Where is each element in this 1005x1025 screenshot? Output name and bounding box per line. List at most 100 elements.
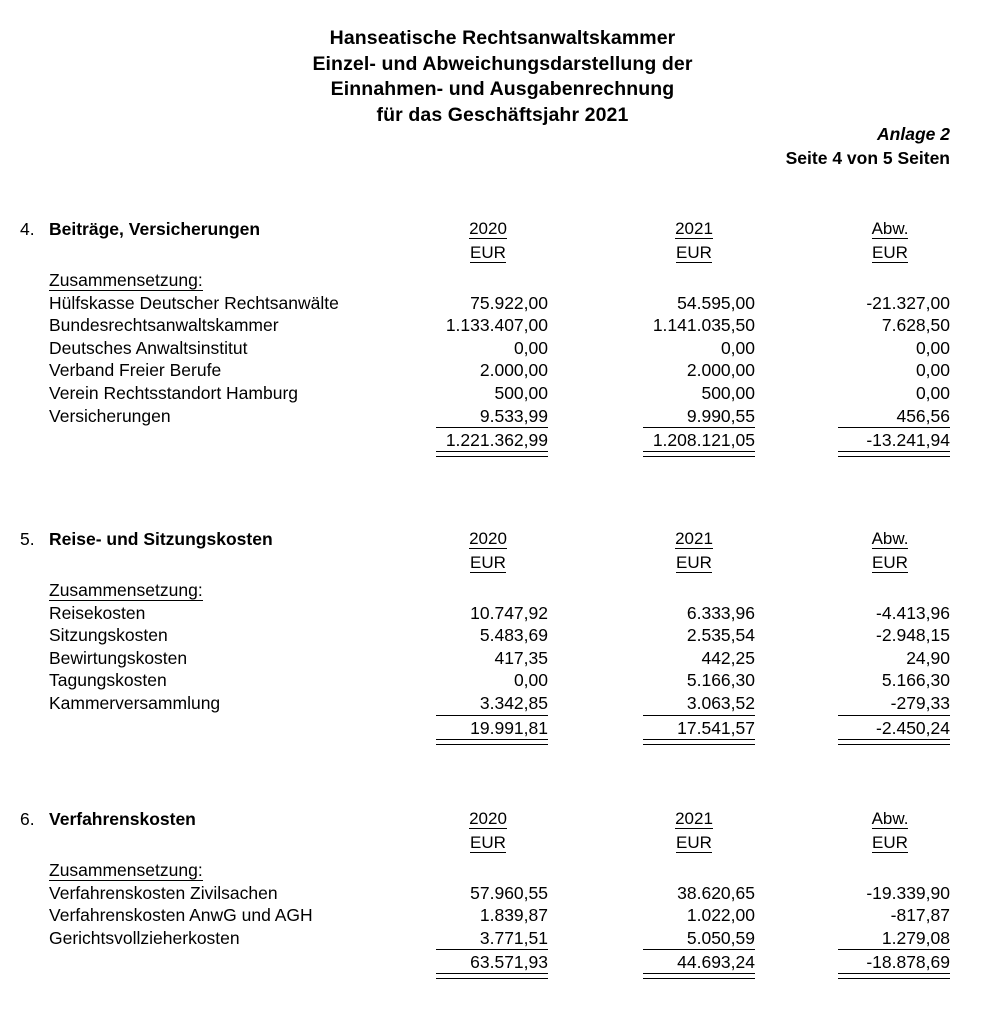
page-label: Seite 4 von 5 Seiten bbox=[785, 148, 950, 168]
column-header-2020: 2020 bbox=[469, 529, 507, 549]
total-abw: -13.241,94 bbox=[838, 427, 950, 451]
row-value-2020: 75.922,00 bbox=[470, 292, 548, 313]
column-header-2020: 2020 bbox=[469, 219, 507, 239]
row-value-2020: 1.133.407,00 bbox=[445, 315, 548, 336]
section-items: Verfahrenskosten Zivilsachen 57.960,55 3… bbox=[0, 882, 1005, 980]
column-header-abw: Abw. bbox=[871, 219, 909, 239]
total-2020: 63.571,93 bbox=[436, 949, 548, 973]
section-reise-sitzungskosten: 5. Reise- und Sitzungskosten 2020 2021 A… bbox=[0, 528, 1005, 745]
column-header-2021: 2021 bbox=[675, 809, 713, 829]
title-line-1: Hanseatische Rechtsanwaltskammer bbox=[329, 27, 676, 49]
section-items: Reisekosten 10.747,92 6.333,96 -4.413,96… bbox=[0, 602, 1005, 745]
column-header-2020: 2020 bbox=[469, 809, 507, 829]
row-label: Verfahrenskosten AnwG und AGH bbox=[49, 905, 313, 926]
row-label: Versicherungen bbox=[49, 405, 171, 426]
row-value-2021: 1.141.035,50 bbox=[652, 315, 755, 336]
row-value-abw: -817,87 bbox=[890, 905, 950, 926]
section-items: Hülfskasse Deutscher Rechtsanwälte 75.92… bbox=[0, 292, 1005, 458]
total-2020: 1.221.362,99 bbox=[436, 427, 548, 451]
table-row: Hülfskasse Deutscher Rechtsanwälte 75.92… bbox=[0, 292, 1005, 315]
total-abw: -18.878,69 bbox=[838, 949, 950, 973]
total-double-rule-row bbox=[0, 738, 1005, 745]
row-label: Reisekosten bbox=[49, 602, 146, 623]
currency-header-row: EUR EUR EUR bbox=[0, 832, 1005, 859]
row-value-2020: 9.533,99 bbox=[479, 405, 548, 426]
row-value-2021: 54.595,00 bbox=[677, 292, 755, 313]
table-row: Deutsches Anwaltsinstitut 0,00 0,00 0,00 bbox=[0, 337, 1005, 360]
row-label: Verband Freier Berufe bbox=[49, 360, 222, 381]
row-label: Tagungskosten bbox=[49, 670, 167, 691]
row-value-2020: 0,00 bbox=[513, 337, 548, 358]
currency-header-abw: EUR bbox=[872, 553, 908, 573]
row-value-abw: 0,00 bbox=[915, 382, 950, 403]
row-value-2020: 10.747,92 bbox=[470, 602, 548, 623]
total-row: 63.571,93 44.693,24 -18.878,69 bbox=[0, 949, 1005, 973]
table-row: Versicherungen 9.533,99 9.990,55 456,56 bbox=[0, 405, 1005, 428]
row-value-2020: 3.771,51 bbox=[479, 927, 548, 948]
table-row: Kammerversammlung 3.342,85 3.063,52 -279… bbox=[0, 692, 1005, 715]
column-header-abw: Abw. bbox=[871, 809, 909, 829]
row-value-2021: 2.000,00 bbox=[686, 360, 755, 381]
row-value-abw: 456,56 bbox=[896, 405, 950, 426]
row-label: Hülfskasse Deutscher Rechtsanwälte bbox=[49, 292, 339, 313]
row-value-abw: 5.166,30 bbox=[881, 670, 950, 691]
row-value-abw: 7.628,50 bbox=[881, 315, 950, 336]
table-row: Verband Freier Berufe 2.000,00 2.000,00 … bbox=[0, 359, 1005, 382]
row-value-2020: 5.483,69 bbox=[479, 625, 548, 646]
row-label: Bundesrechtsanwaltskammer bbox=[49, 315, 279, 336]
row-value-2021: 6.333,96 bbox=[686, 602, 755, 623]
row-value-abw: 24,90 bbox=[906, 647, 950, 668]
double-rule-2020 bbox=[436, 973, 548, 980]
row-label: Verein Rechtsstandort Hamburg bbox=[49, 382, 299, 403]
row-value-2020: 3.342,85 bbox=[479, 692, 548, 713]
composition-row: Zusammensetzung: bbox=[0, 859, 1005, 882]
total-row: 19.991,81 17.541,57 -2.450,24 bbox=[0, 714, 1005, 739]
row-value-2020: 0,00 bbox=[513, 670, 548, 691]
page-title: Hanseatische Rechtsanwaltskammer Einzel-… bbox=[0, 26, 1005, 128]
row-value-2021: 1.022,00 bbox=[686, 905, 755, 926]
total-2021: 17.541,57 bbox=[643, 714, 755, 739]
row-value-abw: -21.327,00 bbox=[866, 292, 950, 313]
double-rule-abw bbox=[838, 973, 950, 980]
section-header-row: 5. Reise- und Sitzungskosten 2020 2021 A… bbox=[0, 528, 1005, 552]
row-value-2021: 3.063,52 bbox=[686, 692, 755, 713]
row-label: Gerichtsvollzieherkosten bbox=[49, 927, 240, 948]
row-label: Kammerversammlung bbox=[49, 692, 221, 713]
total-abw: -2.450,24 bbox=[838, 714, 950, 739]
row-value-abw: 0,00 bbox=[915, 337, 950, 358]
double-rule-abw bbox=[838, 738, 950, 745]
section-title: Verfahrenskosten bbox=[49, 809, 196, 829]
table-row: Tagungskosten 0,00 5.166,30 5.166,30 bbox=[0, 669, 1005, 692]
currency-header-2020: EUR bbox=[470, 553, 506, 573]
section-verfahrenskosten: 6. Verfahrenskosten 2020 2021 Abw. EUR E… bbox=[0, 808, 1005, 980]
composition-label: Zusammensetzung: bbox=[49, 580, 203, 601]
row-value-abw: 1.279,08 bbox=[881, 927, 950, 948]
row-value-2021: 442,25 bbox=[701, 647, 755, 668]
column-header-2021: 2021 bbox=[675, 529, 713, 549]
section-header-row: 6. Verfahrenskosten 2020 2021 Abw. bbox=[0, 808, 1005, 832]
row-label: Verfahrenskosten Zivilsachen bbox=[49, 882, 278, 903]
row-value-abw: -4.413,96 bbox=[876, 602, 950, 623]
title-line-4: für das Geschäftsjahr 2021 bbox=[376, 103, 629, 126]
row-label: Deutsches Anwaltsinstitut bbox=[49, 337, 248, 358]
row-value-2021: 5.050,59 bbox=[686, 927, 755, 948]
row-value-2021: 38.620,65 bbox=[677, 882, 755, 903]
total-double-rule-row bbox=[0, 973, 1005, 980]
section-title: Beiträge, Versicherungen bbox=[49, 219, 261, 239]
title-line-2: Einzel- und Abweichungsdarstellung der bbox=[312, 52, 693, 75]
row-value-2021: 2.535,54 bbox=[686, 625, 755, 646]
row-value-abw: 0,00 bbox=[915, 360, 950, 381]
double-rule-2020 bbox=[436, 738, 548, 745]
section-number: 5. bbox=[20, 529, 35, 549]
row-value-2020: 57.960,55 bbox=[470, 882, 548, 903]
column-header-2021: 2021 bbox=[675, 219, 713, 239]
total-2020: 19.991,81 bbox=[436, 714, 548, 739]
double-rule-2021 bbox=[643, 738, 755, 745]
section-number: 4. bbox=[20, 219, 35, 239]
composition-row: Zusammensetzung: bbox=[0, 269, 1005, 292]
composition-label: Zusammensetzung: bbox=[49, 860, 203, 881]
table-row: Sitzungskosten 5.483,69 2.535,54 -2.948,… bbox=[0, 624, 1005, 647]
table-row: Reisekosten 10.747,92 6.333,96 -4.413,96 bbox=[0, 602, 1005, 625]
currency-header-2021: EUR bbox=[676, 833, 712, 853]
row-value-2020: 417,35 bbox=[494, 647, 548, 668]
